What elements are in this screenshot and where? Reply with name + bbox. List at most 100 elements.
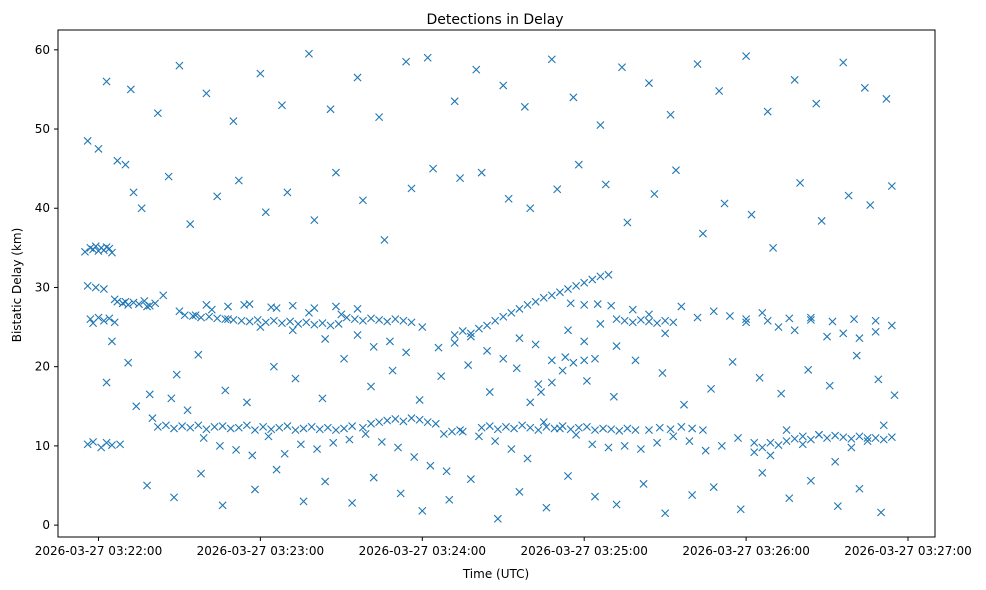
data-point [213,314,222,323]
y-axis-label: Bistatic Delay (km) [10,228,24,343]
data-point [342,313,351,322]
data-point [215,441,224,450]
data-point [569,358,578,367]
data-point [450,331,459,339]
data-point [253,315,262,324]
data-point [229,117,238,126]
data-point [442,467,451,476]
data-point [337,310,346,319]
data-point [175,307,184,316]
data-point [504,194,513,203]
data-point [369,473,378,482]
data-point [345,435,354,444]
data-point [666,110,675,119]
data-point [483,321,492,330]
data-point [105,314,114,323]
data-point [534,380,543,389]
data-point [688,424,697,433]
data-point [367,419,376,428]
data-point [367,314,376,323]
x-tick-label: 2026-03-27 03:22:00 [35,544,162,558]
data-point [151,299,160,308]
data-point [580,300,589,309]
data-point [790,434,799,443]
data-point [186,423,195,432]
data-point [313,445,322,454]
x-axis-label: Time (UTC) [462,567,529,581]
data-point [194,350,203,359]
data-point [882,94,891,103]
data-point [153,109,162,118]
data-point [844,191,853,200]
data-point [698,229,707,238]
data-point [839,58,848,67]
data-point [639,479,648,488]
data-point [234,423,243,432]
data-point [507,445,516,454]
data-point [693,313,702,322]
data-point [464,361,473,370]
data-point [709,307,718,316]
data-point [466,475,475,484]
data-point [329,438,338,447]
data-point [256,323,265,332]
data-point [620,316,629,325]
x-tick-label: 2026-03-27 03:25:00 [520,544,647,558]
data-point [286,317,295,326]
data-point [164,172,173,181]
data-point [304,308,313,317]
data-point [234,176,243,185]
data-point [415,415,424,424]
data-point [734,433,743,442]
data-point [159,291,168,300]
data-point [102,378,111,387]
data-point [385,337,394,346]
data-point [172,370,181,379]
data-point [599,424,608,433]
data-point [391,315,400,324]
data-point [537,388,546,397]
data-point [340,354,349,363]
data-point [531,297,540,306]
data-point [833,502,842,511]
data-point [558,366,567,375]
data-point [474,324,483,333]
data-point [380,235,389,244]
data-point [574,160,583,169]
plot-frame [57,29,936,538]
data-point [588,440,597,449]
data-point [399,316,408,325]
data-point [89,437,98,446]
data-point [283,188,292,197]
data-point [572,281,581,290]
data-point [547,356,556,365]
data-point [569,93,578,102]
data-point [596,272,605,281]
data-point [383,416,392,425]
data-point [580,278,589,287]
data-point [99,316,108,325]
data-point [644,317,653,326]
data-point [547,378,556,387]
data-point [491,316,500,325]
data-point [269,316,278,325]
data-point [407,414,416,423]
data-point [288,326,297,335]
data-point [145,301,154,310]
data-point [774,323,783,332]
data-point [331,426,340,435]
data-point [456,174,465,183]
data-point [326,321,335,330]
data-point [817,216,826,225]
data-point [507,308,516,317]
data-point [429,164,438,173]
data-point [855,432,864,441]
data-point [205,312,214,321]
data-point [688,491,697,500]
data-point [591,492,599,501]
data-point [715,87,724,95]
data-point [418,506,427,515]
data-point [466,329,475,338]
x-tick-label: 2026-03-27 03:26:00 [682,544,809,558]
data-point [742,52,751,61]
